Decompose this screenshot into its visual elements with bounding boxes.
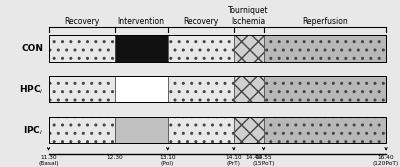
Bar [48, 35, 115, 62]
Bar [48, 76, 386, 103]
Text: Tourniquet
Ischemia: Tourniquet Ischemia [228, 6, 269, 26]
Bar [168, 117, 234, 143]
Bar [234, 76, 264, 103]
Bar [48, 35, 386, 62]
Bar [115, 117, 168, 143]
Text: 14.55
(15PoT): 14.55 (15PoT) [252, 155, 275, 166]
Text: HPC$_i$: HPC$_i$ [19, 83, 43, 96]
Bar [168, 35, 234, 62]
Text: 14.10
(PrT): 14.10 (PrT) [226, 155, 242, 166]
Text: 13.10
(PoI): 13.10 (PoI) [159, 155, 176, 166]
Text: 16.40
(120PoT): 16.40 (120PoT) [373, 155, 399, 166]
Text: 12.30: 12.30 [106, 155, 123, 160]
Bar [48, 76, 115, 103]
Bar [48, 117, 115, 143]
Text: IPC$_i$: IPC$_i$ [23, 124, 43, 136]
Bar [115, 35, 168, 62]
Bar [168, 76, 234, 103]
Text: Recovery: Recovery [183, 17, 218, 26]
Text: 14.40: 14.40 [245, 155, 262, 160]
Bar [115, 76, 168, 103]
Bar [48, 117, 386, 143]
Text: Intervention: Intervention [118, 17, 165, 26]
Bar [234, 117, 264, 143]
Text: CON: CON [21, 44, 43, 53]
Bar [264, 76, 386, 103]
Text: 11.30
(Basal): 11.30 (Basal) [38, 155, 59, 166]
Bar [264, 117, 386, 143]
Bar [264, 35, 386, 62]
Text: Recovery: Recovery [64, 17, 99, 26]
Text: Reperfusion: Reperfusion [302, 17, 348, 26]
Bar [234, 35, 264, 62]
